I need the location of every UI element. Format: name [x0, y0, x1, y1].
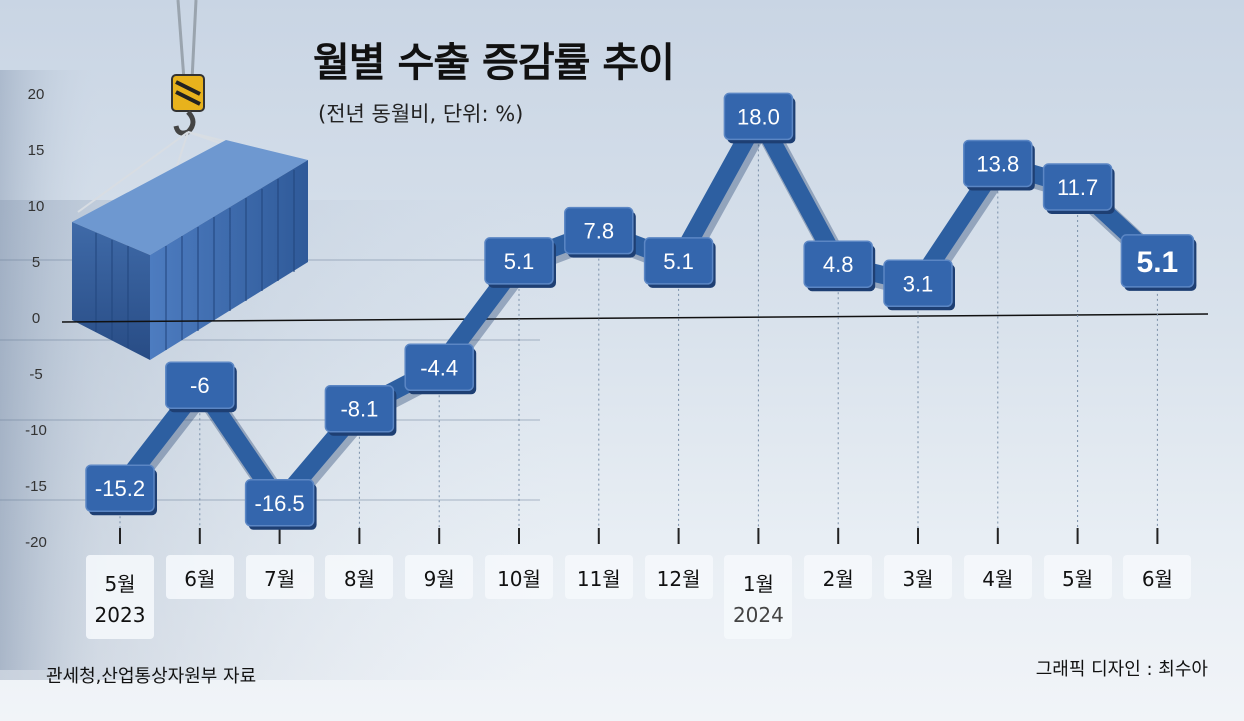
month-label: 11월	[564, 555, 633, 599]
data-box	[803, 240, 873, 288]
source-note: 관세청,산업통상자원부 자료	[46, 666, 257, 687]
month-label: 1월 2024	[724, 555, 793, 639]
data-label: 18.0	[737, 104, 780, 129]
data-box	[1042, 163, 1113, 211]
y-tick-label: 20	[28, 86, 45, 103]
month-label: 5월	[1043, 555, 1112, 599]
data-box	[1120, 234, 1195, 288]
data-point: 5.1	[484, 237, 556, 288]
data-point: -15.2	[85, 464, 157, 516]
data-point: 5.1	[1120, 234, 1197, 291]
data-point: 4.8	[803, 240, 876, 292]
data-label: -15.2	[95, 476, 145, 501]
zero-baseline	[61, 313, 1209, 323]
data-label: 5.1	[504, 249, 535, 274]
y-tick-label: 15	[28, 142, 45, 159]
month-text: 2월	[822, 566, 854, 591]
data-point: 11.7	[1042, 163, 1115, 214]
month-label: 3월	[884, 555, 952, 599]
month-label: 6월	[165, 555, 234, 599]
month-text: 6월	[184, 566, 216, 591]
data-box	[165, 361, 235, 409]
month-text: 10월	[497, 566, 541, 591]
y-tick-label: -5	[29, 366, 42, 383]
y-tick-label: -15	[25, 478, 47, 495]
data-box	[404, 343, 474, 392]
data-point: 13.8	[963, 139, 1035, 191]
chart-title: 월별 수출 증감률 추이	[313, 40, 675, 86]
data-box	[643, 237, 714, 285]
y-tick-label: 5	[32, 254, 40, 271]
data-box	[883, 259, 953, 308]
year-label: 2023	[94, 602, 146, 627]
data-point: 7.8	[564, 206, 636, 258]
data-box	[484, 237, 554, 285]
data-box	[963, 139, 1033, 188]
month-text: 5월	[104, 571, 136, 596]
month-label: 7월	[245, 555, 314, 599]
data-label: -6	[190, 373, 210, 398]
month-text: 3월	[902, 566, 934, 591]
chart-subtitle: (전년 동월비, 단위: %)	[318, 102, 524, 126]
data-label: 7.8	[584, 219, 615, 244]
data-box	[564, 206, 634, 255]
data-box	[244, 479, 315, 527]
month-label: 5월 2023	[86, 555, 154, 639]
month-text: 8월	[343, 566, 375, 591]
data-label: -16.5	[255, 491, 305, 516]
data-point: 3.1	[883, 259, 955, 311]
month-text: 4월	[982, 566, 1014, 591]
data-label: 11.7	[1057, 175, 1098, 200]
data-label: 13.8	[976, 151, 1019, 176]
data-point: 5.1	[643, 237, 716, 288]
month-text: 9월	[423, 566, 455, 591]
data-point: -4.4	[404, 343, 477, 395]
y-tick-label: -10	[25, 422, 47, 439]
month-label: 6월	[1123, 555, 1192, 599]
data-label: 5.1	[663, 249, 694, 274]
month-text: 6월	[1141, 566, 1173, 591]
month-label: 2월	[804, 555, 873, 599]
data-label: -8.1	[340, 397, 378, 422]
data-point: 18.0	[723, 92, 796, 144]
month-label: 4월	[963, 555, 1032, 599]
y-tick-label: 0	[32, 310, 40, 327]
month-label: 10월	[485, 555, 553, 599]
month-text: 1월	[742, 571, 774, 596]
y-tick-label: -20	[25, 534, 47, 551]
month-text: 12월	[656, 566, 701, 591]
data-box	[723, 92, 794, 141]
data-point: -16.5	[244, 479, 317, 530]
design-credit: 그래픽 디자인 : 최수아	[1035, 659, 1208, 680]
data-box	[324, 384, 395, 433]
data-box	[85, 464, 155, 512]
month-label: 8월	[325, 555, 394, 599]
year-label: 2024	[732, 602, 784, 627]
month-text: 7월	[264, 566, 296, 591]
data-label: -4.4	[420, 355, 458, 380]
y-tick-label: 10	[28, 198, 45, 215]
data-label: 4.8	[823, 252, 854, 277]
month-text: 11월	[576, 566, 621, 591]
data-label: 5.1	[1137, 246, 1179, 279]
month-text: 5월	[1062, 566, 1094, 591]
month-label: 12월	[644, 555, 713, 599]
data-point: -8.1	[324, 384, 397, 436]
data-point: -6	[165, 361, 237, 413]
data-label: 3.1	[903, 271, 934, 296]
month-label: 9월	[405, 555, 474, 599]
